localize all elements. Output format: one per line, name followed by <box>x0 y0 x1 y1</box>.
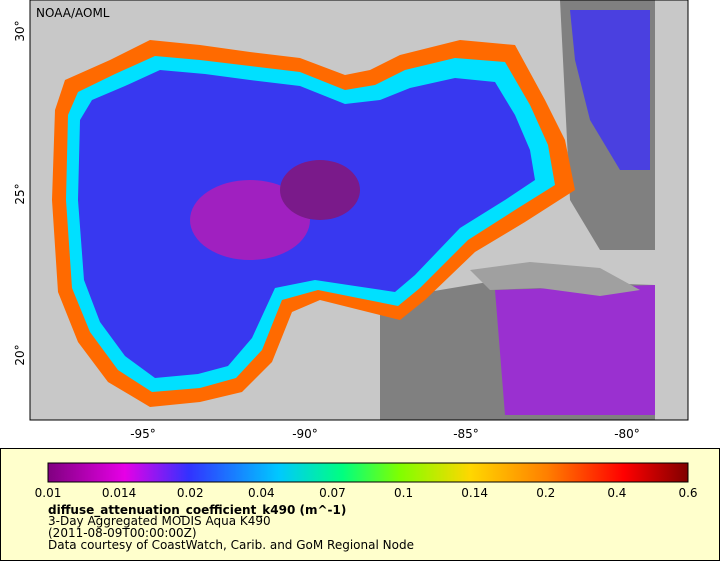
colorbar-tick-label: 0.04 <box>248 486 275 500</box>
map-frame <box>29 0 689 421</box>
lat-label: 30° <box>13 20 27 41</box>
lon-label: -90° <box>292 427 318 441</box>
variable-name: diffuse_attenuation_coefficient_k490 (m^… <box>48 503 346 518</box>
atlantic-water <box>570 10 650 170</box>
colorbar-tick-label: 0.4 <box>607 486 626 500</box>
colorbar-tick-label: 0.6 <box>678 486 697 500</box>
legend-line: Data courtesy of CoastWatch, Carib. and … <box>48 538 414 552</box>
credit: NOAA/AOML <box>36 6 110 20</box>
colorbar <box>47 462 689 483</box>
colorbar-tick-label: 0.07 <box>319 486 346 500</box>
colorbar-tick-label: 0.02 <box>177 486 204 500</box>
lat-label: 20° <box>13 344 27 365</box>
open-water <box>190 180 310 260</box>
map: NOAA/AOML 30° 25° 20° -95° -90° -85° -80… <box>13 0 689 441</box>
lon-label: -85° <box>453 427 479 441</box>
legend-line: (2011-08-09T00:00:00Z) <box>48 526 197 540</box>
caribbean-water <box>495 285 655 415</box>
colorbar-tick-label: 0.014 <box>102 486 136 500</box>
open-water <box>280 160 360 220</box>
lon-label: -95° <box>130 427 156 441</box>
lon-label: -80° <box>614 427 640 441</box>
colorbar-tick-label: 0.2 <box>536 486 555 500</box>
lat-label: 25° <box>13 183 27 204</box>
legend-line: 3-Day Aggregated MODIS Aqua K490 <box>48 514 271 528</box>
colorbar-tick-label: 0.01 <box>35 486 62 500</box>
colorbar-tick-label: 0.14 <box>461 486 488 500</box>
island <box>470 262 640 296</box>
legend: diffuse_attenuation_coefficient_k490 (m^… <box>0 448 720 561</box>
colorbar-tick-label: 0.1 <box>394 486 413 500</box>
